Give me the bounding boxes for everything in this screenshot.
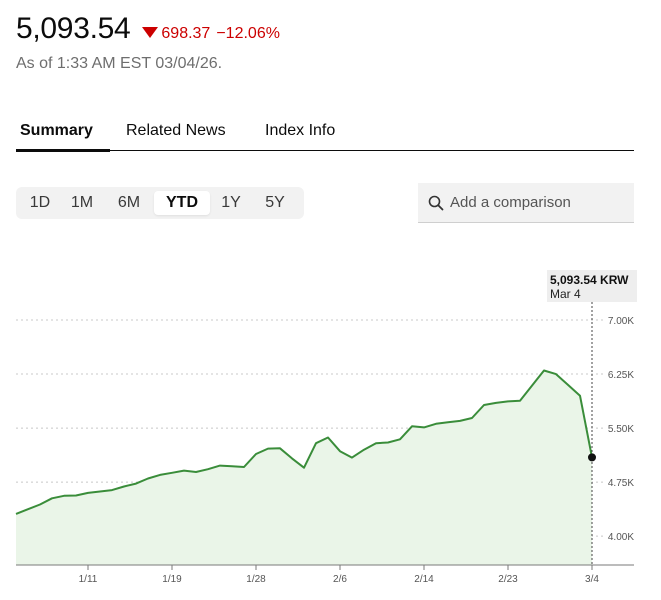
range-5y-button[interactable]: 5Y	[265, 194, 285, 211]
search-icon	[428, 195, 444, 210]
crosshair-point	[588, 453, 596, 462]
tooltip-date: Mar 4	[550, 287, 581, 301]
change-amount: 698.37	[161, 25, 211, 42]
change-percent: −12.06%	[216, 25, 280, 42]
x-tick-label: 2/14	[414, 574, 434, 585]
x-tick-label: 2/23	[498, 574, 518, 585]
y-tick-label: 5.50K	[608, 424, 634, 435]
tab-bar: Summary Related News Index Info	[16, 118, 634, 152]
x-tick-label: 1/19	[162, 574, 182, 585]
tooltip-background	[547, 270, 637, 302]
tab-summary[interactable]: Summary	[20, 122, 93, 139]
x-tick-label: 1/11	[79, 574, 98, 585]
y-axis-ticks: 7.00K 6.25K 5.50K 4.75K 4.00K	[608, 316, 634, 543]
time-range-selector: 1D 1M 6M YTD 1Y 5Y	[16, 187, 304, 219]
y-tick-label: 4.00K	[608, 532, 634, 543]
range-6m-button[interactable]: 6M	[117, 194, 141, 211]
last-price: 5,093.54	[16, 12, 131, 45]
range-1y-button[interactable]: 1Y	[221, 194, 241, 211]
price-row: 5,093.54 698.37 −12.06%	[16, 12, 280, 46]
range-1d-button[interactable]: 1D	[29, 194, 51, 211]
x-tick-label: 1/28	[246, 574, 266, 585]
down-arrow-icon	[142, 27, 159, 38]
range-1m-button[interactable]: 1M	[70, 194, 94, 211]
comparison-search[interactable]	[418, 183, 634, 223]
y-tick-label: 7.00K	[608, 316, 634, 327]
as-of-timestamp: As of 1:33 AM EST 03/04/26.	[16, 55, 223, 72]
tooltip-value: 5,093.54 KRW	[550, 273, 629, 287]
y-tick-label: 4.75K	[608, 478, 634, 489]
comparison-input[interactable]	[450, 194, 630, 211]
range-ytd-button[interactable]: YTD	[154, 191, 210, 215]
chart-tooltip: 5,093.54 KRW Mar 4	[547, 270, 637, 302]
price-line	[15, 369, 593, 515]
x-axis-ticks: 1/11 1/19 1/28 2/6 2/14 2/23 3/4	[79, 565, 599, 585]
tab-index-info[interactable]: Index Info	[265, 122, 336, 139]
tab-related-news[interactable]: Related News	[126, 122, 226, 139]
active-tab-indicator	[16, 149, 110, 152]
price-chart[interactable]: 1/11 1/19 1/28 2/6 2/14 2/23 3/4 7.00K 6.25K 5.5…	[0, 260, 661, 600]
x-tick-label: 3/4	[585, 574, 599, 585]
x-tick-label: 2/6	[333, 574, 347, 585]
price-change: 698.37 −12.06%	[142, 25, 280, 43]
y-tick-label: 6.25K	[608, 370, 634, 381]
